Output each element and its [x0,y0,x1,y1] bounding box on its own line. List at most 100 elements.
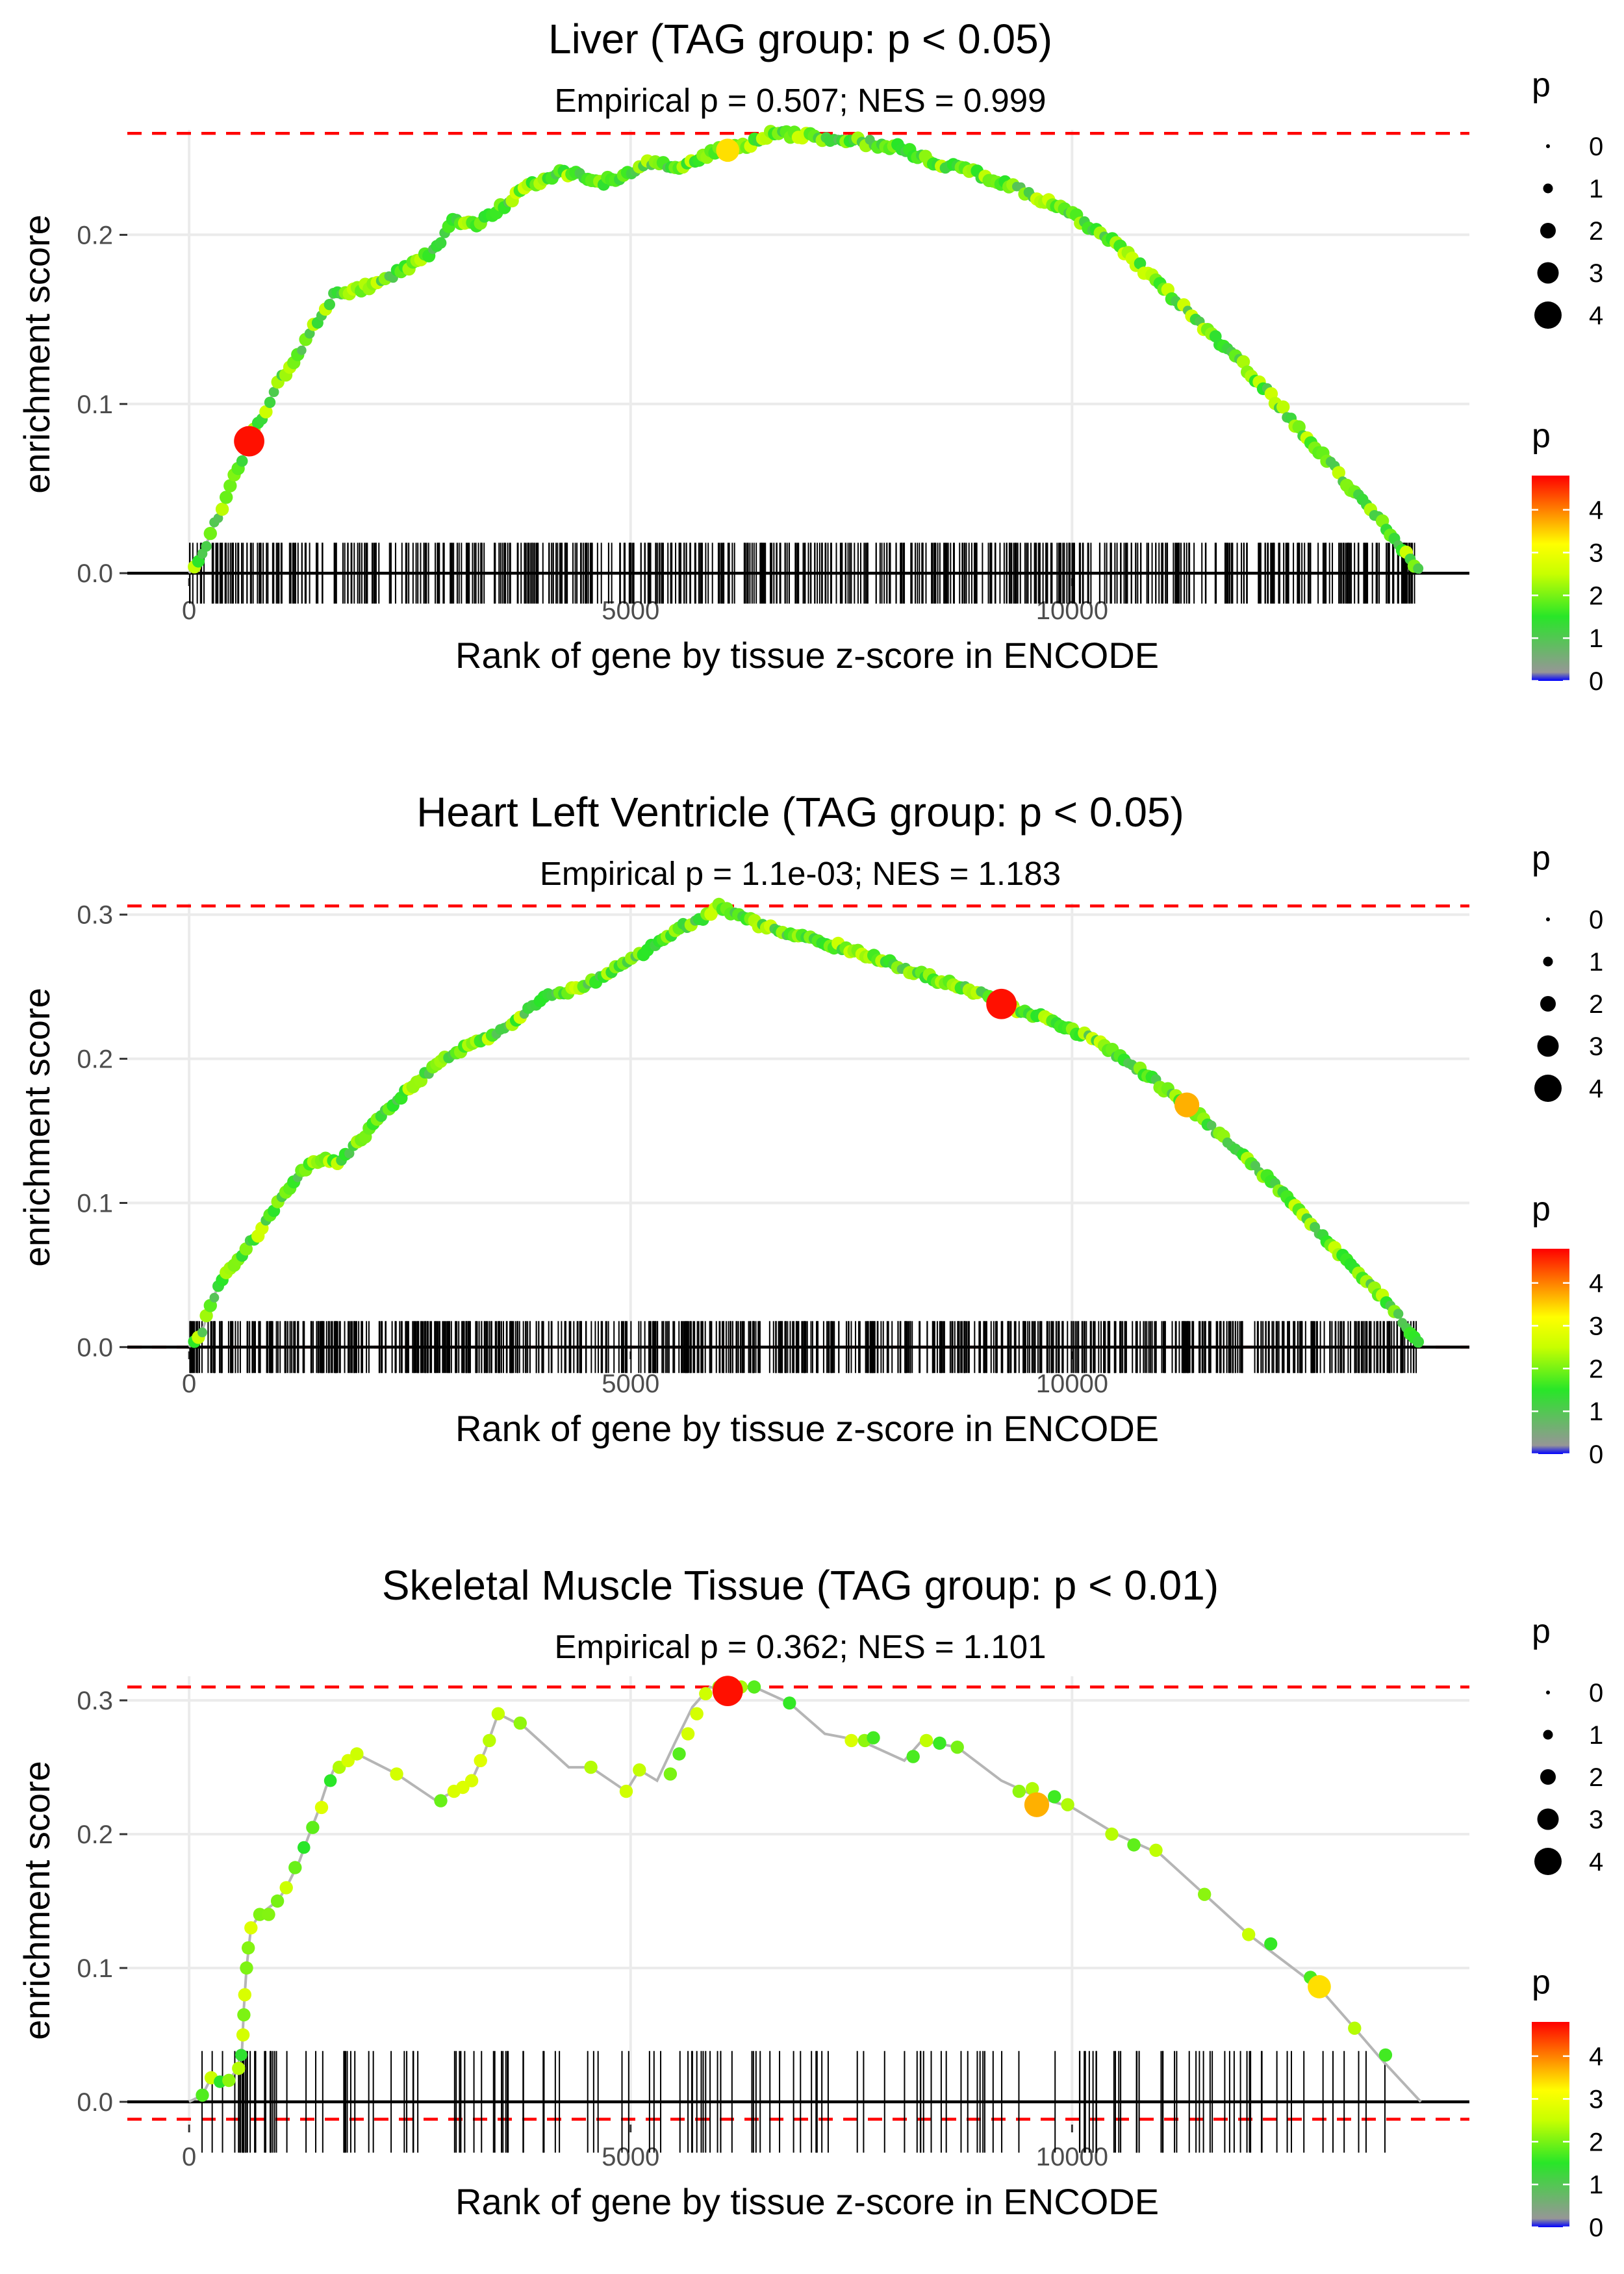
size-legend-dot [1537,1808,1559,1830]
chart-subtitle: Empirical p = 1.1e-03; NES = 1.183 [540,855,1061,892]
size-legend-label: 4 [1589,1075,1603,1103]
color-legend-label: 1 [1589,624,1603,653]
enrichment-point [663,1767,678,1781]
enrichment-point [1393,1309,1404,1319]
legend: p 0 1 2 3 4 p 0 1 2 3 4 [1532,839,1603,1469]
enrichment-point [223,479,237,492]
enrichment-point [314,1800,329,1815]
enrichment-point [268,387,279,398]
color-legend-label: 3 [1589,539,1603,568]
size-legend-title: p [1532,66,1551,104]
size-legend-dot [1540,1769,1556,1785]
enrichment-point [933,1736,946,1750]
enrichment-point [1242,1928,1256,1941]
enrichment-point [1412,1336,1425,1348]
gene-rank-rug [201,2050,1386,2153]
enrichment-point [236,455,248,467]
enrichment-point [238,1988,251,2002]
enrichment-point [232,2062,246,2075]
enrichment-point [491,1707,505,1720]
size-legend-label: 4 [1589,301,1603,330]
x-tick-label: 5000 [602,2143,659,2171]
enrichment-point [464,1774,479,1787]
color-legend-label: 0 [1589,2214,1603,2242]
enrichment-point [390,1767,403,1781]
enrichment-point [919,1733,933,1748]
enrichment-point [199,1309,213,1323]
chart-panel-2: Heart Left Ventricle (TAG group: p < 0.0… [16,789,1603,1469]
color-legend-bar [1532,476,1569,681]
y-tick-label: 0.3 [77,1687,113,1715]
enrichment-point [244,1921,258,1935]
y-axis-title: enrichment score [16,988,57,1267]
color-legend-label: 2 [1589,2128,1603,2156]
enrichment-point [264,396,276,408]
enrichment-point [435,237,447,249]
y-tick-label: 0.2 [77,221,113,249]
size-legend-label: 2 [1589,990,1603,1019]
color-legend-label: 4 [1589,2043,1603,2071]
size-legend-label: 3 [1589,1032,1603,1061]
enrichment-point [1378,2048,1393,2062]
y-axis-title: enrichment score [16,1761,57,2040]
color-legend-title: p [1532,1190,1551,1228]
highlight-point [234,426,264,457]
enrichment-point [209,1292,220,1303]
enrichment-point [584,1760,598,1774]
enrichment-point [747,1680,761,1694]
y-tick-label: 0.3 [77,901,113,930]
chart-panel-3: Skeletal Muscle Tissue (TAG group: p < 0… [16,1562,1603,2242]
y-axis-title: enrichment score [16,214,57,494]
enrichment-point [259,405,273,418]
enrichment-point [1206,1120,1217,1131]
size-legend-label: 1 [1589,948,1603,977]
color-legend-title: p [1532,1963,1551,2001]
enrichment-point [513,1716,527,1730]
enrichment-point [950,1741,964,1754]
enrichment-point [203,526,217,541]
size-legend-dot [1543,1730,1553,1740]
enrichment-point [672,1747,686,1761]
enrichment-point [681,1727,695,1741]
color-legend-bar [1532,2022,1569,2227]
size-legend-dot [1543,183,1553,194]
y-tick-label: 0.2 [77,1820,113,1849]
size-legend-label: 4 [1589,1848,1603,1876]
enrichment-point [844,1733,858,1748]
enrichment-point [350,1747,364,1761]
gridlines [127,1676,1469,2125]
chart-subtitle: Empirical p = 0.362; NES = 1.101 [555,1628,1047,1665]
color-legend-label: 1 [1589,1398,1603,1426]
chart-subtitle: Empirical p = 0.507; NES = 0.999 [555,82,1047,119]
enrichment-point [1105,1827,1119,1841]
color-legend-label: 3 [1589,2086,1603,2114]
enrichment-point [1332,466,1345,479]
enrichment-points [188,125,1424,574]
x-axis-title: Rank of gene by tissue z-score in ENCODE [455,635,1159,676]
y-tick-label: 0.0 [77,559,113,588]
enrichment-point [242,1941,255,1955]
legend: p 0 1 2 3 4 p 0 1 2 3 4 [1532,66,1603,696]
legend: p 0 1 2 3 4 p 0 1 2 3 4 [1532,1613,1603,2242]
x-axis-title: Rank of gene by tissue z-score in ENCODE [455,1408,1159,1449]
enrichment-point [270,1894,285,1908]
chart-title: Liver (TAG group: p < 0.05) [548,16,1052,62]
enrichment-point [288,1861,302,1874]
enrichment-point [279,1881,293,1895]
chart-title: Skeletal Muscle Tissue (TAG group: p < 0… [382,1562,1219,1609]
size-legend-label: 2 [1589,1763,1603,1792]
size-legend-dot [1534,301,1562,329]
size-legend-label: 0 [1589,133,1603,161]
size-legend-label: 3 [1589,1806,1603,1834]
enrichment-point [324,1774,337,1787]
enrichment-point [1198,1887,1212,1901]
size-legend-dot [1537,1035,1559,1057]
size-legend-label: 0 [1589,1679,1603,1707]
color-legend-label: 4 [1589,1270,1603,1298]
enrichment-point [1292,420,1306,434]
enrichment-point [1048,1790,1061,1804]
enrichment-point [699,1687,713,1700]
enrichment-point [215,502,229,516]
enrichment-point [304,328,315,339]
size-legend-dot [1543,956,1553,967]
